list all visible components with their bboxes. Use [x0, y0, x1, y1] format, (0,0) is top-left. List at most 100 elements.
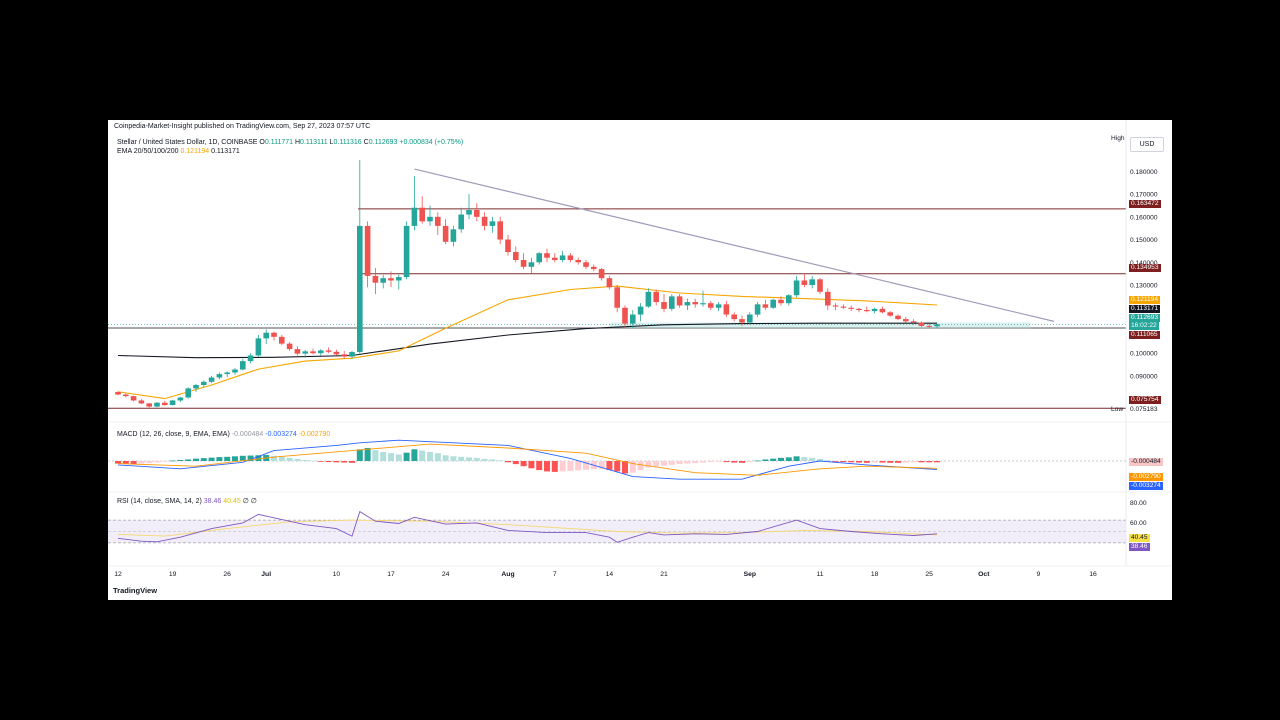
symbol-title: Stellar / United States Dollar, 1D, COIN…: [117, 139, 258, 146]
x-tick-label: 18: [871, 571, 879, 578]
candle-body: [809, 279, 815, 285]
rsi-value-label: 38.46: [1129, 543, 1150, 551]
support-zone: [609, 322, 1031, 329]
macd-histogram-bar: [715, 461, 722, 462]
candle-body: [614, 287, 620, 308]
y-tick-label: 0.160000: [1130, 214, 1158, 221]
macd-hist-value: -0.000484: [231, 431, 264, 438]
macd-histogram-bar: [637, 461, 644, 471]
x-tick-label: 12: [114, 571, 122, 578]
macd-signal-label: -0.002790: [1129, 473, 1163, 481]
candle-body: [918, 322, 925, 326]
chart-frame: 0.180000 0.170000 0.160000 0.150000 0.140000…: [108, 120, 1172, 600]
macd-histogram-bar: [122, 461, 129, 464]
macd-histogram-bar: [910, 461, 917, 463]
descending-trendline: [414, 168, 1055, 322]
y-tick-label: 0.150000: [1130, 237, 1158, 244]
macd-histogram-bar: [232, 456, 238, 461]
candle-body: [466, 210, 472, 215]
macd-histogram-bar: [411, 449, 418, 461]
candle-body: [481, 216, 488, 226]
candle-body: [396, 277, 402, 281]
macd-pane: [108, 439, 1126, 480]
candle-body: [177, 397, 184, 401]
chart-canvas[interactable]: 0.180000 0.170000 0.160000 0.150000 0.140000…: [108, 120, 1172, 600]
currency-button[interactable]: USD: [1130, 137, 1164, 152]
macd-histogram-bar: [255, 455, 262, 461]
macd-line: [117, 439, 938, 480]
candle-body: [513, 252, 519, 260]
macd-histogram-bar: [247, 455, 254, 461]
macd-histogram-bar: [310, 460, 316, 462]
candle-body: [848, 307, 854, 309]
high-label: H: [294, 139, 301, 146]
macd-histogram-bar: [450, 456, 457, 461]
candle-body: [520, 260, 527, 267]
low-box-label: 0.075754: [1129, 396, 1161, 404]
candle-body: [536, 253, 542, 263]
macd-histogram-bar: [466, 457, 472, 461]
macd-histogram-bar: [739, 461, 745, 463]
ema50-line: [117, 285, 938, 400]
macd-histogram-bar: [676, 461, 683, 465]
candle-body: [349, 352, 355, 357]
candle-body: [559, 255, 566, 260]
macd-histogram-bar: [614, 461, 621, 472]
candle-body: [333, 351, 340, 355]
macd-histogram-bar: [817, 458, 823, 461]
candle-body: [832, 305, 839, 307]
candle-body: [263, 332, 269, 339]
candle-body: [754, 304, 761, 315]
candle-body: [442, 225, 449, 242]
candle-body: [747, 314, 753, 323]
macd-histogram-bar: [754, 460, 761, 462]
resistance-2-label: 0.134953: [1129, 264, 1161, 272]
candle-body: [778, 299, 784, 304]
y-tick-label: 0.100000: [1130, 351, 1158, 358]
candle-body: [372, 275, 379, 283]
tradingview-logo: TradingView: [113, 586, 158, 595]
candle-body: [528, 262, 535, 267]
candle-body: [630, 314, 636, 324]
macd-histogram-bar: [746, 461, 753, 463]
candle-body: [731, 314, 737, 320]
candle-body: [739, 319, 745, 323]
candle-body: [123, 394, 129, 397]
macd-histogram-bar: [161, 461, 168, 462]
rsi-sma-value: 40.45: [223, 498, 241, 505]
candle-body: [403, 225, 410, 278]
macd-histogram-bar: [427, 451, 433, 461]
candle-body: [240, 361, 246, 370]
rsi-line: [117, 510, 938, 543]
y-tick-label: 0.090000: [1130, 373, 1158, 380]
macd-histogram-bar: [895, 461, 901, 463]
x-tick-label: 19: [169, 571, 177, 578]
candle-body: [497, 221, 503, 240]
candle-body: [130, 396, 137, 401]
candle-body: [825, 291, 831, 306]
symbol-legend: Stellar / United States Dollar, 1D, COIN…: [117, 139, 463, 146]
macd-histogram-bar: [333, 461, 340, 463]
y-tick-label: 0.180000: [1130, 169, 1158, 176]
candle-body: [544, 253, 550, 258]
macd-histogram-bar: [770, 458, 777, 461]
macd-histogram-bar: [926, 461, 933, 463]
macd-histogram-bar: [185, 459, 192, 461]
rsi-empty-2: ∅: [250, 498, 257, 505]
candle-body: [723, 304, 730, 315]
macd-histogram-bar: [481, 458, 488, 461]
candle-body: [575, 260, 581, 263]
macd-histogram-bar: [622, 461, 628, 474]
macd-line-label: -0.003274: [1129, 482, 1163, 490]
candle-body: [793, 280, 800, 296]
macd-histogram-bar: [193, 458, 199, 461]
candle-body: [934, 324, 940, 327]
candle-body: [201, 381, 207, 385]
macd-histogram-bar: [684, 461, 691, 464]
macd-histogram-bar: [934, 461, 940, 463]
candle-body: [598, 269, 605, 279]
macd-histogram-bar: [239, 455, 246, 461]
macd-histogram-bar: [918, 461, 925, 463]
candle-body: [708, 303, 714, 308]
macd-histogram-bar: [848, 461, 855, 463]
